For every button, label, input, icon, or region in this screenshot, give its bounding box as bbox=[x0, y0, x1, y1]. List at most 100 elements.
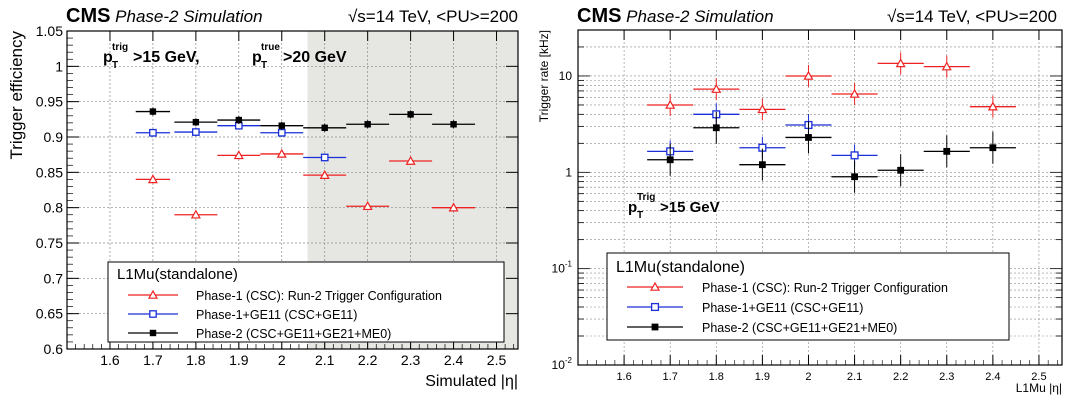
energy-label: √s=14 TeV, <PU>=200 bbox=[887, 7, 1057, 26]
plot-frame bbox=[66, 30, 519, 350]
x-tick-label: 1.6 bbox=[616, 371, 631, 383]
x-tick-label: 1.8 bbox=[709, 371, 724, 383]
cut-text: >15 GeV bbox=[660, 199, 720, 216]
legend-marker bbox=[147, 289, 159, 299]
data-point bbox=[666, 156, 674, 164]
x-tick-label: 2.1 bbox=[315, 352, 335, 368]
data-point bbox=[319, 169, 330, 179]
x-tick-label: 1.7 bbox=[143, 352, 163, 368]
x-tick-label: 2.3 bbox=[939, 371, 954, 383]
data-point bbox=[851, 173, 858, 181]
data-point bbox=[712, 124, 720, 132]
legend-entry: Phase-2 (CSC+GE11+GE21+ME0) bbox=[196, 327, 391, 341]
data-point bbox=[233, 150, 244, 160]
y-axis-title: Trigger rate [kHz] bbox=[537, 30, 551, 122]
data-point bbox=[757, 104, 768, 114]
y-tick-label: 1 bbox=[565, 165, 572, 179]
y-tick-base: 1 bbox=[565, 165, 572, 179]
data-point bbox=[276, 148, 287, 158]
data-point bbox=[895, 58, 906, 68]
plot-header: CMS Phase-2 Simulation bbox=[66, 5, 263, 27]
legend-entry: Phase-1 (CSC): Run-2 Trigger Configurati… bbox=[196, 289, 442, 303]
data-point bbox=[758, 161, 766, 169]
x-tick-label: 2.2 bbox=[893, 371, 908, 383]
cms-label: CMS bbox=[66, 5, 110, 27]
y-axis-title: Trigger efficiency bbox=[7, 31, 26, 160]
legend-entry: Phase-1+GE11 (CSC+GE11) bbox=[196, 308, 357, 322]
legend-title: L1Mu(standalone) bbox=[616, 259, 745, 276]
pt-symbol: p bbox=[628, 199, 637, 216]
y-tick-base: 10 bbox=[552, 262, 566, 276]
plot-header: CMS Phase-2 Simulation bbox=[577, 5, 774, 27]
legend-entry: Phase-1 (CSC): Run-2 Trigger Configurati… bbox=[702, 281, 948, 295]
y-tick-label: 0.85 bbox=[36, 164, 63, 180]
pt-symbol-2: p bbox=[252, 49, 262, 66]
legend-entry: Phase-2 (CSC+GE11+GE21+ME0) bbox=[702, 321, 897, 335]
x-tick-label: 1.9 bbox=[229, 352, 249, 368]
rate-panel: 1.6 1.7 1.8 1.9 2 2.1 2.2 2.3 2.4 2.510-210-1110C… bbox=[537, 5, 1063, 395]
x-axis-title: L1Mu |η| bbox=[1016, 381, 1062, 395]
data-point bbox=[147, 174, 158, 184]
legend-marker bbox=[149, 329, 157, 337]
legend-box bbox=[107, 261, 505, 343]
data-point bbox=[943, 147, 951, 155]
data-point bbox=[448, 202, 459, 212]
simulation-label: Phase-2 Simulation bbox=[621, 7, 773, 26]
y-tick-label: 0.9 bbox=[44, 129, 64, 145]
legend: L1Mu(standalone) Phase-1 (CSC): Run-2 Tri… bbox=[107, 261, 505, 343]
y-tick-label: 10-2 bbox=[552, 356, 573, 372]
data-point bbox=[850, 151, 859, 160]
x-tick-label: 2.5 bbox=[1031, 371, 1046, 383]
y-tick-base: 10 bbox=[559, 69, 573, 83]
y-tick-exponent: -1 bbox=[565, 260, 573, 269]
data-point bbox=[987, 101, 998, 111]
legend-box bbox=[606, 252, 1010, 341]
simulation-label: Phase-2 Simulation bbox=[110, 7, 262, 26]
data-point bbox=[192, 128, 200, 136]
y-tick-label: 1.05 bbox=[36, 23, 63, 39]
y-tick-label: 0.95 bbox=[36, 94, 63, 110]
y-tick-label: 0.75 bbox=[36, 235, 63, 251]
data-point bbox=[321, 124, 328, 132]
legend-marker bbox=[649, 281, 661, 291]
x-tick-label: 2.4 bbox=[985, 371, 1000, 383]
energy-label: √s=14 TeV, <PU>=200 bbox=[348, 7, 518, 26]
legend-marker bbox=[651, 323, 659, 331]
y-tick-label: 0.7 bbox=[44, 270, 64, 286]
x-tick-label: 2 bbox=[805, 371, 811, 383]
plot-frame bbox=[577, 29, 1063, 366]
data-point bbox=[364, 121, 371, 128]
y-tick-exponent: -2 bbox=[565, 356, 573, 365]
x-tick-label: 1.6 bbox=[100, 352, 120, 368]
x-tick-label: 2.3 bbox=[401, 352, 421, 368]
data-point bbox=[278, 122, 285, 129]
pt-subscript: T bbox=[112, 60, 118, 71]
data-point bbox=[407, 111, 414, 118]
data-point bbox=[805, 134, 812, 141]
pt-superscript: trig bbox=[112, 42, 128, 53]
data-point bbox=[277, 128, 286, 137]
efficiency-panel: 1.6 1.7 1.8 1.9 2 2.1 2.2 2.3 2.4 2.5 0.6 0.65 0.7 0.… bbox=[7, 5, 519, 390]
y-tick-label: 10 bbox=[559, 69, 573, 83]
data-point bbox=[149, 128, 157, 137]
legend-title: L1Mu(standalone) bbox=[117, 266, 238, 283]
pt-subscript: T bbox=[637, 210, 643, 221]
legend: L1Mu(standalone) Phase-1 (CSC): Run-2 Tri… bbox=[606, 252, 1010, 341]
data-point bbox=[320, 153, 329, 162]
data-point bbox=[803, 70, 814, 80]
y-tick-label: 0.8 bbox=[44, 200, 64, 216]
data-point bbox=[190, 209, 201, 219]
data-point bbox=[149, 108, 157, 115]
x-tick-label: 2.4 bbox=[444, 352, 464, 368]
data-point bbox=[192, 118, 200, 126]
legend-marker bbox=[149, 310, 157, 318]
x-tick-label: 2.1 bbox=[847, 371, 862, 383]
data-point bbox=[362, 201, 373, 211]
data-point bbox=[711, 83, 722, 93]
pt-symbol: p bbox=[103, 49, 113, 66]
x-axis-title: Simulated |η| bbox=[425, 373, 518, 390]
x-tick-label: 2.5 bbox=[487, 352, 507, 368]
legend-entry: Phase-1+GE11 (CSC+GE11) bbox=[702, 301, 863, 315]
